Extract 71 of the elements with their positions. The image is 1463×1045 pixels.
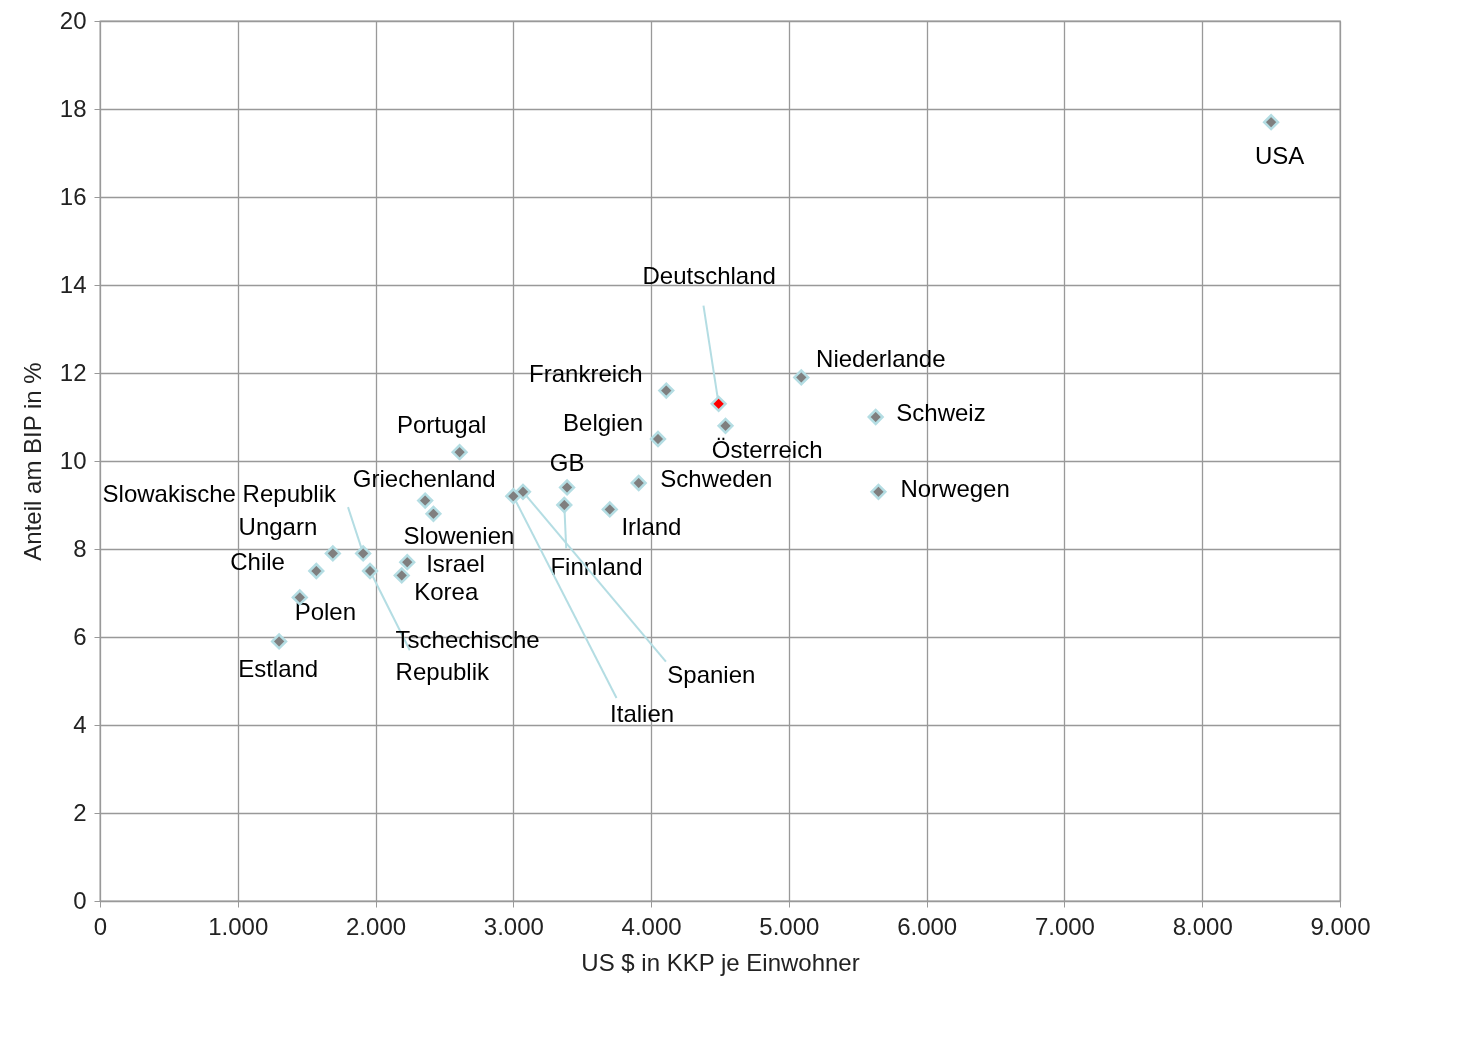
annotation: Portugal	[396, 410, 487, 438]
annotation: Polen	[294, 598, 357, 626]
point	[558, 479, 576, 496]
point	[308, 562, 325, 580]
x-axis-title: US $ in KKP je Einwohner	[581, 948, 860, 976]
y-tick-label: 20	[59, 6, 87, 34]
point	[270, 633, 288, 650]
x-tick-label: 2.000	[346, 912, 407, 940]
point	[710, 395, 727, 412]
y-tick-label: 16	[59, 182, 87, 210]
y-tick-label: 12	[59, 358, 87, 386]
x-tick-label: 5.000	[759, 912, 820, 940]
point	[601, 501, 618, 518]
annotation: Finnland	[550, 553, 643, 581]
annotation: Chile	[230, 547, 285, 575]
point	[658, 382, 675, 399]
annotation: Österreich	[711, 436, 823, 464]
y-tick-label: 10	[59, 446, 87, 474]
annotation: Slowakische Republik	[102, 479, 337, 507]
annotation: Griechenland	[352, 464, 496, 492]
annotation: Norwegen	[900, 474, 1010, 502]
y-axis-title: Anteil am BIP in %	[18, 362, 46, 561]
y-tick-label: 2	[73, 798, 87, 826]
annotation: Italien	[610, 700, 675, 728]
annotation: Irland	[621, 513, 682, 541]
y-tick-label: 4	[73, 710, 87, 738]
point	[451, 444, 468, 461]
point	[649, 430, 667, 448]
y-tick-label: 0	[73, 886, 87, 914]
y-tick-label: 14	[59, 270, 87, 298]
point	[717, 417, 734, 434]
x-tick-label: 9.000	[1310, 912, 1371, 940]
annotation: Schweiz	[896, 399, 986, 427]
annotation: Niederlande	[816, 345, 946, 373]
annotation: Deutschland	[642, 262, 776, 290]
annotation: Israel	[426, 550, 485, 578]
x-tick-label: 3.000	[483, 912, 544, 940]
x-tick-label: 1.000	[208, 912, 269, 940]
point	[867, 408, 884, 426]
y-tick-label: 6	[73, 622, 87, 650]
point	[361, 562, 379, 580]
annotation: Tschechische Republik	[395, 625, 540, 685]
annotation: Slowenien	[403, 522, 515, 550]
point	[870, 483, 887, 500]
point	[425, 505, 442, 522]
point	[399, 554, 416, 571]
x-tick-label: 7.000	[1034, 912, 1095, 940]
annotation: GB	[549, 448, 585, 476]
x-tick-label: 6.000	[897, 912, 958, 940]
point	[355, 545, 372, 562]
point	[630, 474, 647, 492]
point	[1262, 114, 1280, 131]
annotation: USA	[1254, 142, 1305, 170]
annotation: Ungarn	[238, 512, 318, 540]
x-tick-label: 0	[93, 912, 108, 940]
y-tick-label: 18	[59, 94, 87, 122]
x-tick-label: 4.000	[621, 912, 682, 940]
point	[793, 369, 810, 386]
y-tick-label: 8	[73, 534, 87, 562]
annotation: Spanien	[667, 660, 756, 688]
annotation: Estland	[238, 654, 319, 682]
point	[417, 492, 434, 509]
annotation: Korea	[414, 578, 479, 606]
point	[505, 488, 522, 505]
x-tick-label: 8.000	[1172, 912, 1233, 940]
point	[393, 567, 410, 584]
point	[324, 545, 341, 562]
point	[556, 496, 573, 514]
annotation: Schweden	[660, 465, 773, 493]
annotation: Frankreich	[529, 359, 643, 387]
annotation: Belgien	[563, 408, 644, 436]
